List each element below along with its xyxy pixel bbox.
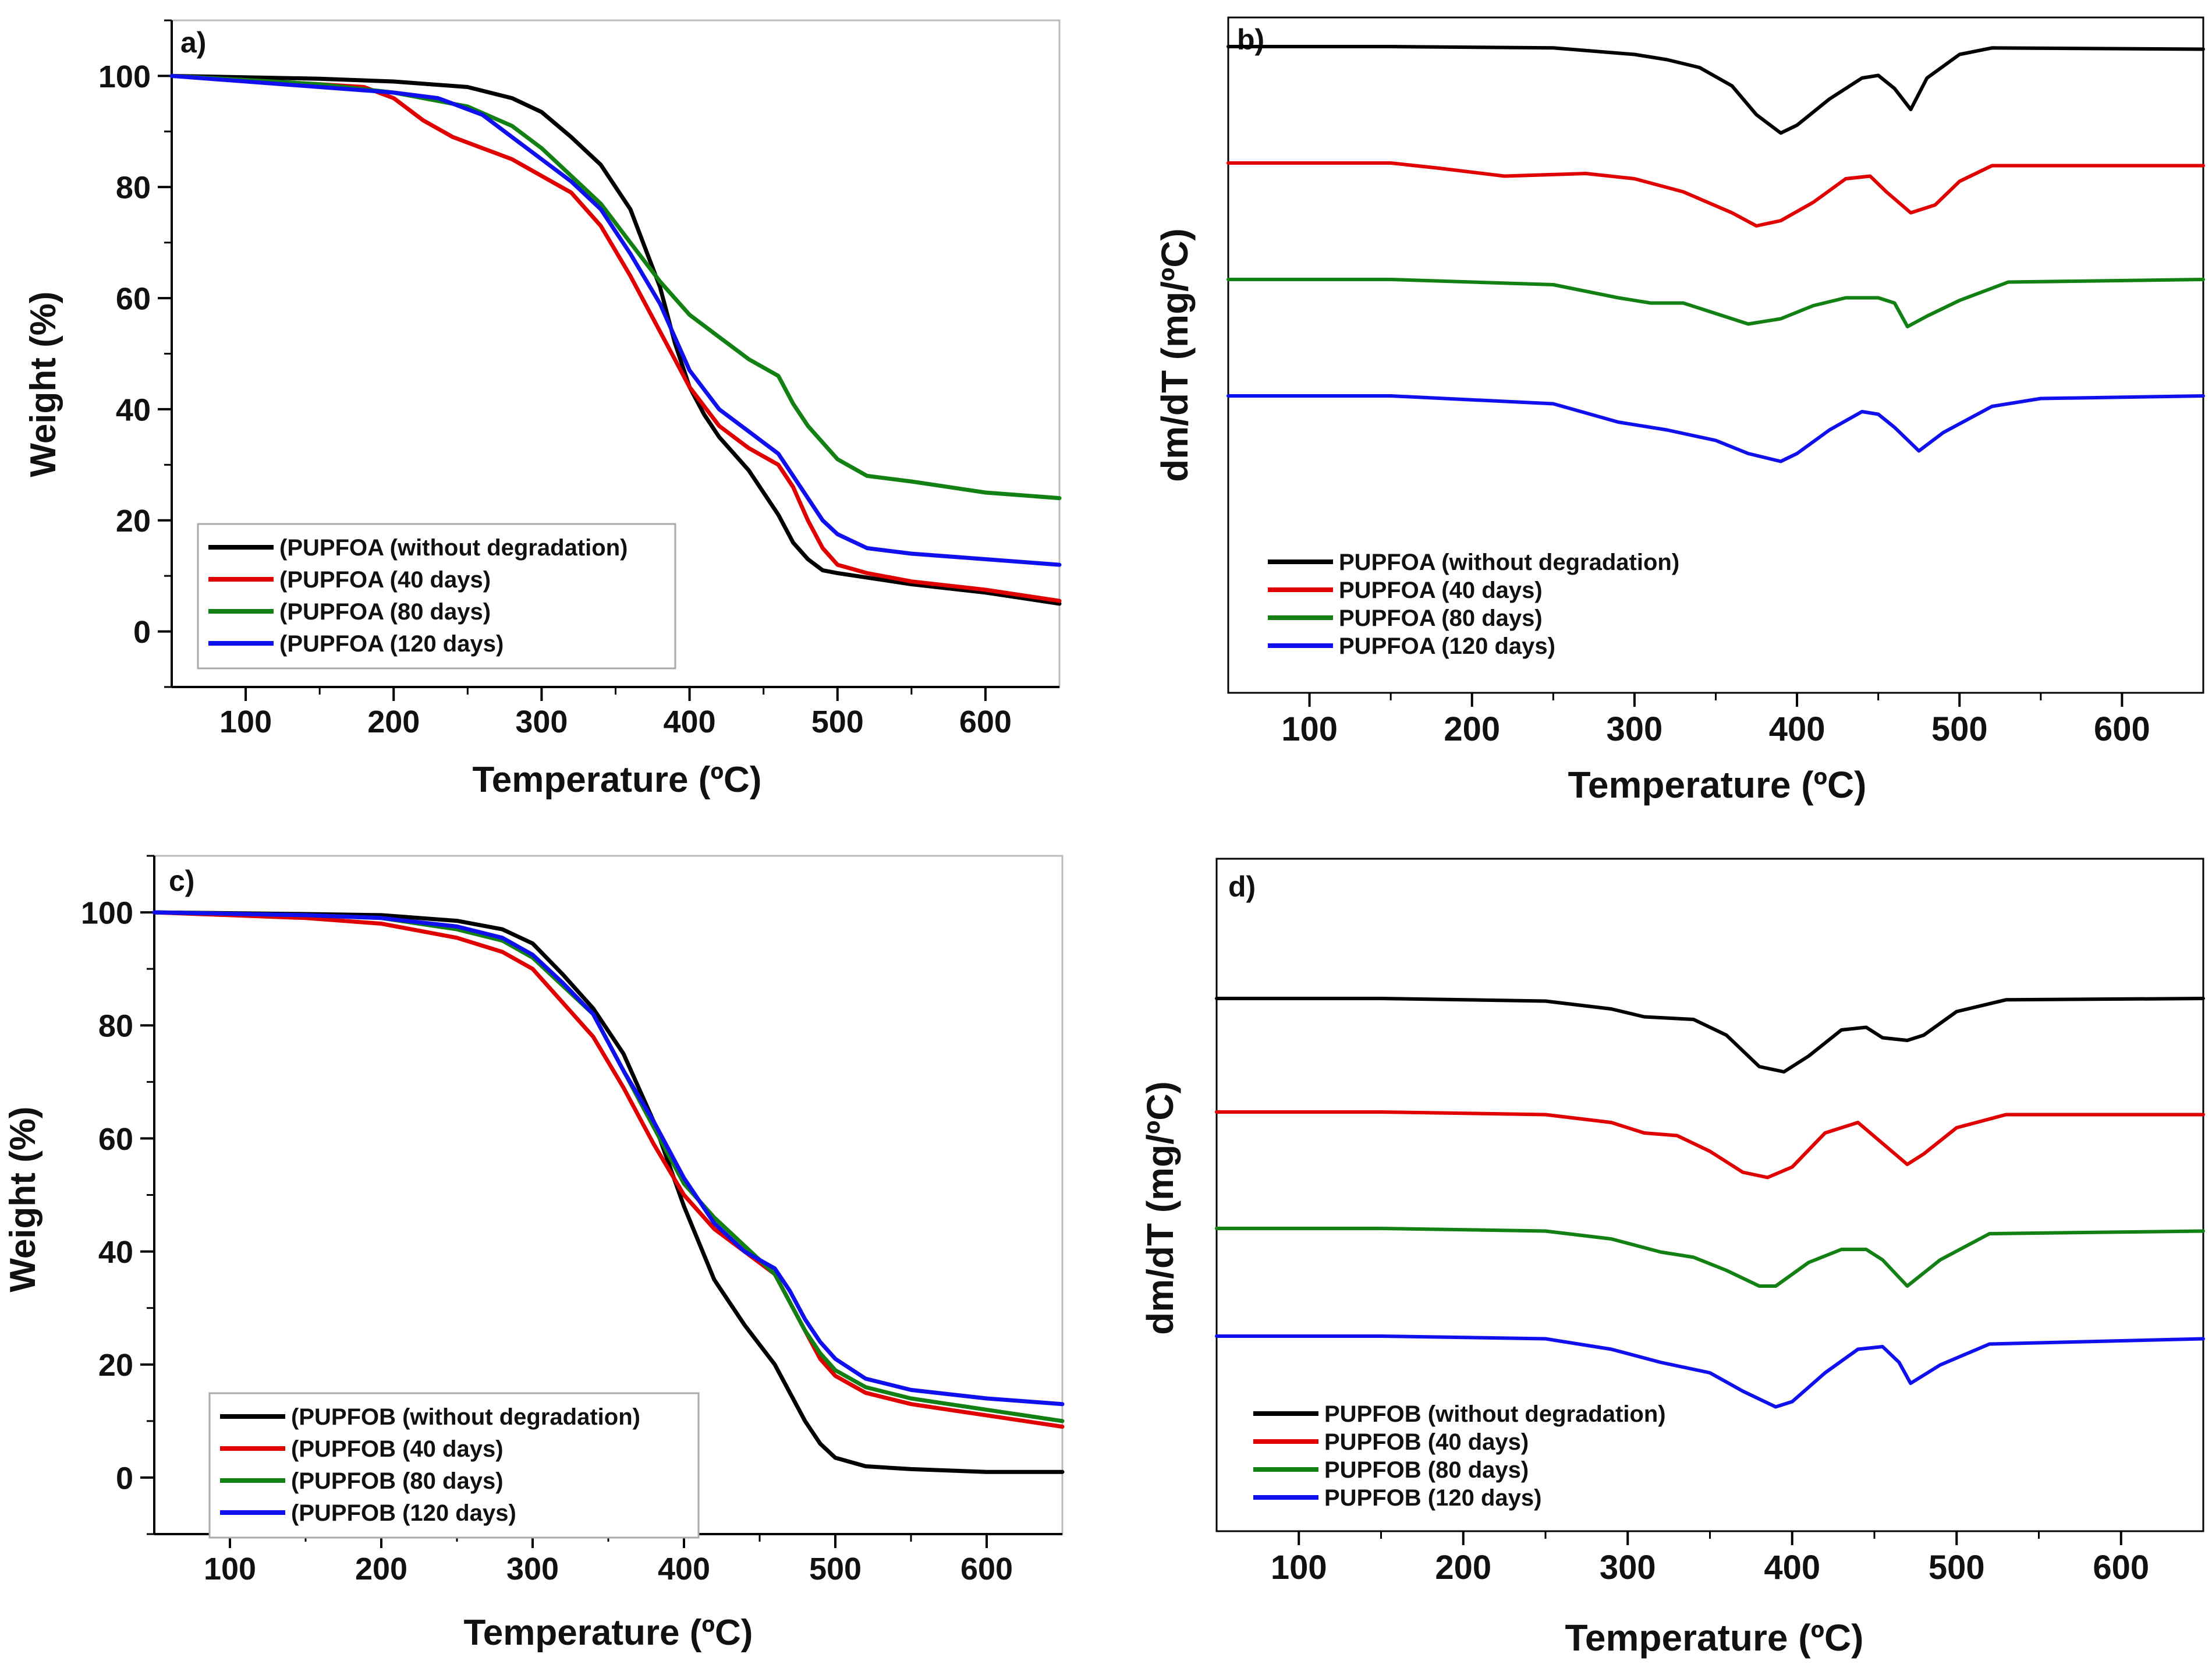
x-axis-label: Temperature (ºC) bbox=[473, 760, 762, 800]
legend-label-3: (PUPFOA (120 days) bbox=[279, 631, 504, 657]
y-tick-label: 0 bbox=[116, 1461, 133, 1496]
x-axis-label: Temperature (ºC) bbox=[1568, 764, 1867, 806]
series-line-0 bbox=[152, 910, 1065, 1474]
y-tick-label: 20 bbox=[116, 504, 151, 539]
x-tick-label: 500 bbox=[811, 704, 864, 739]
legend-label-1: (PUPFOA (40 days) bbox=[279, 567, 491, 593]
legend-label-2: PUPFOB (80 days) bbox=[1324, 1457, 1529, 1483]
legend-label-2: (PUPFOA (80 days) bbox=[279, 599, 491, 625]
panel-b: 100 200 300 400 500 600 b) Temperature (ºC) dm/d… bbox=[1154, 16, 2205, 806]
legend-label-3: PUPFOA (120 days) bbox=[1339, 633, 1555, 659]
x-tick-label: 200 bbox=[355, 1552, 407, 1586]
x-tick-label: 400 bbox=[658, 1552, 710, 1586]
x-tick-label: 600 bbox=[2093, 1549, 2149, 1586]
x-tick-label: 100 bbox=[1281, 710, 1338, 748]
panel-d: 100 200 300 400 500 600 d) Temperature (ºC) dm/d… bbox=[1139, 858, 2205, 1659]
y-tick-label: 80 bbox=[116, 171, 151, 206]
x-tick-label: 400 bbox=[1764, 1549, 1820, 1586]
x-tick-label: 200 bbox=[1444, 710, 1500, 748]
x-tick-label: 400 bbox=[1769, 710, 1825, 748]
x-tick-label: 100 bbox=[204, 1552, 256, 1586]
panel-label: d) bbox=[1228, 870, 1256, 903]
x-tick-label: 400 bbox=[664, 704, 716, 739]
legend-label-1: PUPFOA (40 days) bbox=[1339, 578, 1543, 603]
x-tick-label: 100 bbox=[1271, 1549, 1327, 1586]
series-line-0 bbox=[1215, 997, 2205, 1074]
x-tick-label: 500 bbox=[1929, 1549, 1985, 1586]
x-tick-label: 300 bbox=[1607, 710, 1663, 748]
y-tick-label: 0 bbox=[133, 615, 151, 650]
y-tick-label: 20 bbox=[98, 1348, 133, 1383]
panel-a: 100 200 300 400 500 600 0 20 40 60 80 100 a) Temperat… bbox=[23, 19, 1062, 800]
x-tick-label: 600 bbox=[2094, 710, 2150, 748]
x-tick-label: 200 bbox=[367, 704, 420, 739]
y-axis-label: Weight (%) bbox=[3, 1106, 43, 1292]
x-axis-label: Temperature (ºC) bbox=[464, 1613, 753, 1653]
series-line-1 bbox=[152, 910, 1065, 1429]
y-axis-label: dm/dT (mg/ºC) bbox=[1154, 228, 1196, 482]
x-tick-label: 500 bbox=[1931, 710, 1988, 748]
y-tick-label: 100 bbox=[81, 896, 133, 931]
legend-box bbox=[208, 1392, 700, 1539]
x-tick-label: 600 bbox=[960, 1552, 1013, 1586]
panel-label: b) bbox=[1237, 23, 1264, 56]
legend-label-0: PUPFOA (without degradation) bbox=[1339, 550, 1679, 575]
y-tick-label: 100 bbox=[98, 59, 151, 94]
x-axis-label: Temperature (ºC) bbox=[1565, 1617, 1864, 1659]
x-tick-label: 300 bbox=[1600, 1549, 1656, 1586]
x-tick-label: 500 bbox=[809, 1552, 862, 1586]
panel-c: 100 200 300 400 500 600 0 20 40 60 80 100 c) Temperat… bbox=[3, 855, 1065, 1653]
series-line-1 bbox=[169, 73, 1062, 603]
y-tick-label: 80 bbox=[98, 1009, 133, 1044]
y-tick-label: 60 bbox=[98, 1122, 133, 1157]
y-axis-label: Weight (%) bbox=[23, 291, 63, 477]
legend-label-2: (PUPFOB (80 days) bbox=[291, 1468, 504, 1494]
y-tick-label: 60 bbox=[116, 282, 151, 317]
series-line-3 bbox=[152, 910, 1065, 1407]
series-line-1 bbox=[1226, 161, 2205, 228]
legend-label-3: (PUPFOB (120 days) bbox=[291, 1500, 516, 1526]
legend-box bbox=[197, 523, 676, 670]
legend-label-3: PUPFOB (120 days) bbox=[1324, 1485, 1541, 1511]
series-line-2 bbox=[1226, 278, 2205, 328]
legend-label-2: PUPFOA (80 days) bbox=[1339, 605, 1543, 631]
legend-label-0: PUPFOB (without degradation) bbox=[1324, 1401, 1666, 1427]
series-line-3 bbox=[1215, 1334, 2205, 1409]
legend-label-0: (PUPFOA (without degradation) bbox=[279, 535, 628, 561]
x-tick-label: 300 bbox=[506, 1552, 559, 1586]
x-tick-label: 300 bbox=[515, 704, 568, 739]
legend-label-1: (PUPFOB (40 days) bbox=[291, 1436, 504, 1462]
x-tick-label: 600 bbox=[959, 704, 1012, 739]
y-tick-label: 40 bbox=[98, 1235, 133, 1270]
panel-label: a) bbox=[180, 26, 206, 59]
series-line-0 bbox=[1226, 45, 2205, 135]
legend-label-0: (PUPFOB (without degradation) bbox=[291, 1404, 640, 1430]
y-axis-label: dm/dT (mg/ºC) bbox=[1139, 1081, 1181, 1335]
x-tick-label: 200 bbox=[1435, 1549, 1491, 1586]
y-tick-label: 40 bbox=[116, 392, 151, 427]
series-line-3 bbox=[169, 73, 1062, 567]
panel-label: c) bbox=[169, 865, 194, 897]
series-line-1 bbox=[1215, 1110, 2205, 1180]
legend-label-1: PUPFOB (40 days) bbox=[1324, 1429, 1529, 1455]
series-line-3 bbox=[1226, 394, 2205, 463]
x-tick-label: 100 bbox=[219, 704, 272, 739]
series-line-2 bbox=[1215, 1227, 2205, 1288]
series-line-2 bbox=[169, 73, 1062, 501]
